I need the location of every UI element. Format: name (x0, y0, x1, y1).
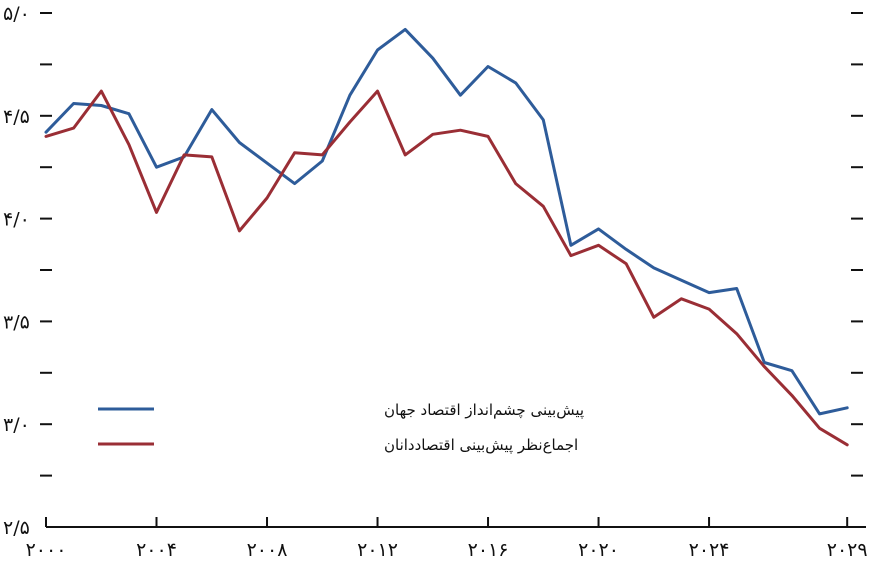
x-tick-label: ۲۰۲۹ (827, 539, 868, 561)
x-axis: ۲۰۰۰ ۲۰۰۴ ۲۰۰۸ ۲۰۱۲ ۲۰۱۶ ۲۰۲۰ ۲۰۲۴ ۲۰۲۹ (26, 517, 868, 561)
legend: پیش‌بینی چشم‌انداز اقتصاد جهان اجماع‌نظر… (98, 401, 584, 455)
y-tick-label: ۵/۰ (3, 3, 30, 25)
y-tick-label: ۳/۰ (3, 414, 30, 436)
x-tick-label: ۲۰۰۰ (26, 539, 67, 561)
x-tick-label: ۲۰۰۸ (247, 539, 288, 561)
x-tick-label: ۲۰۱۶ (468, 539, 509, 561)
y-axis-left: ۲/۵ ۳/۰ ۳/۵ ۴/۰ ۴/۵ ۵/۰ (3, 3, 52, 539)
series-line-1 (44, 27, 849, 416)
x-tick-label: ۲۰۱۲ (357, 539, 398, 561)
legend-label-series-2: اجماع‌نظر پیش‌بینی اقتصاددانان (384, 436, 578, 455)
y-tick-label: ۳/۵ (3, 311, 30, 333)
series-line-2 (44, 89, 849, 447)
x-tick-label: ۲۰۰۴ (136, 539, 177, 561)
series-lines (44, 27, 849, 447)
y-tick-label: ۴/۵ (3, 106, 30, 128)
legend-label-series-1: پیش‌بینی چشم‌انداز اقتصاد جهان (384, 401, 584, 420)
x-tick-label: ۲۰۲۴ (689, 539, 730, 561)
y-tick-label: ۴/۰ (3, 209, 30, 231)
y-axis-right (851, 12, 863, 528)
x-tick-label: ۲۰۲۰ (578, 539, 619, 561)
y-tick-label: ۲/۵ (3, 517, 30, 539)
